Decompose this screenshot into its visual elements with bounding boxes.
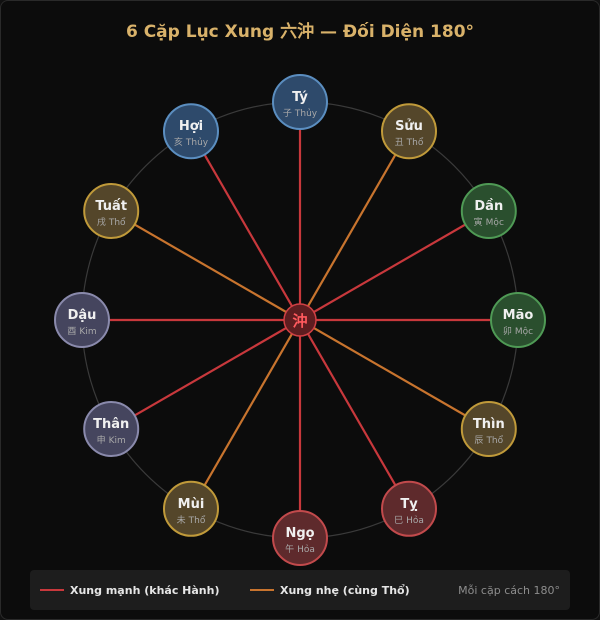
branch-name: Dậu [68,308,97,323]
branch-han: 巳 [394,515,403,526]
branch-han: 寅 [474,216,483,228]
branch-node-9: Dậu 酉 Kim [54,292,110,348]
center-label: 沖 [292,312,307,330]
branch-node-10: Tuất 戌 Thổ [83,183,140,239]
branch-circle [381,480,437,537]
branch-name: Mão [503,308,534,323]
branch-element: Mộc [486,217,504,228]
branch-circle [272,74,328,130]
branch-circle [460,183,517,239]
branch-name: Thân [93,417,129,432]
branch-circle [460,401,517,457]
diagram-title: 6 Cặp Lục Xung 六沖 — Đối Diện 180° [125,22,475,42]
branch-element: Thổ [406,137,424,148]
center-circle [283,303,317,337]
branch-han: 午 [285,543,294,555]
branch-element: Thổ [485,435,503,446]
branch-name: Ngọ [285,526,314,541]
branch-node-2: Dần 寅 Mộc [460,183,517,239]
branch-subtitle: 申 Kim [97,434,126,446]
branch-element: Hỏa [406,515,424,526]
branch-circle [381,103,437,160]
branch-han: 丑 [395,137,404,148]
branch-circle [163,480,219,537]
center-badge: 沖 [283,303,317,337]
legend-weak-swatch [250,589,274,591]
branch-circle [163,103,219,160]
branch-han: 子 [283,108,292,119]
branch-circle [272,510,328,566]
branch-name: Tý [292,90,308,105]
branch-node-1: Sửu 丑 Thổ [381,103,437,160]
branch-element: Kim [109,436,126,446]
branch-subtitle: 未 Thổ [177,514,206,526]
branch-element: Hỏa [297,544,315,555]
branch-subtitle: 丑 Thổ [395,137,424,148]
branch-element: Kim [79,327,96,337]
branch-name: Dần [474,199,503,214]
branch-node-6: Ngọ 午 Hỏa [272,510,328,566]
branch-circle [83,401,140,457]
branch-han: 戌 [97,216,106,228]
branch-subtitle: 子 Thủy [283,108,318,119]
branch-node-11: Hợi 亥 Thủy [163,103,219,160]
branch-name: Tỵ [400,497,418,512]
legend: Xung mạnh (khác Hành) Xung nhẹ (cùng Thổ… [30,570,570,610]
branch-circle [83,183,140,239]
branch-name: Hợi [179,119,203,134]
branch-node-0: Tý子 Thủy [272,74,328,130]
legend-strong-swatch [40,589,64,591]
branch-name: Thìn [473,417,505,432]
branch-element: Mộc [515,326,533,337]
branch-han: 申 [97,434,106,446]
branch-element: Thủy [185,137,209,148]
branch-subtitle: 酉 Kim [67,326,96,337]
branch-han: 亥 [174,136,183,148]
branch-subtitle: 午 Hỏa [285,543,315,555]
branch-han: 卯 [503,326,512,337]
branch-han: 辰 [474,435,483,446]
branch-node-3: Mão 卯 Mộc [490,292,546,348]
legend-weak-label: Xung nhẹ (cùng Thổ) [280,584,410,597]
branch-name: Mùi [178,497,205,512]
branch-name: Tuất [95,199,127,214]
branch-element: Thổ [108,217,126,228]
branch-han: 未 [177,514,186,526]
branch-node-7: Mùi 未 Thổ [163,480,219,537]
branch-node-8: Thân 申 Kim [83,401,140,457]
branch-subtitle: 辰 Thổ [474,435,503,446]
branch-circle [54,292,110,348]
branch-subtitle: 寅 Mộc [474,216,504,228]
branch-subtitle: 卯 Mộc [503,326,533,337]
branch-subtitle: 巳 Hỏa [394,515,424,526]
legend-note: Mỗi cặp cách 180° [458,584,560,597]
branch-circle [490,292,546,348]
branch-node-4: Thìn 辰 Thổ [460,401,517,457]
branch-name: Sửu [395,119,423,134]
branch-han: 酉 [67,326,76,337]
branch-element: Thủy [294,108,318,119]
branch-subtitle: 亥 Thủy [174,136,209,148]
legend-strong-label: Xung mạnh (khác Hành) [70,584,220,597]
branch-subtitle: 戌 Thổ [97,216,126,228]
branch-element: Thổ [188,515,206,526]
branch-node-5: Tỵ 巳 Hỏa [381,480,437,537]
